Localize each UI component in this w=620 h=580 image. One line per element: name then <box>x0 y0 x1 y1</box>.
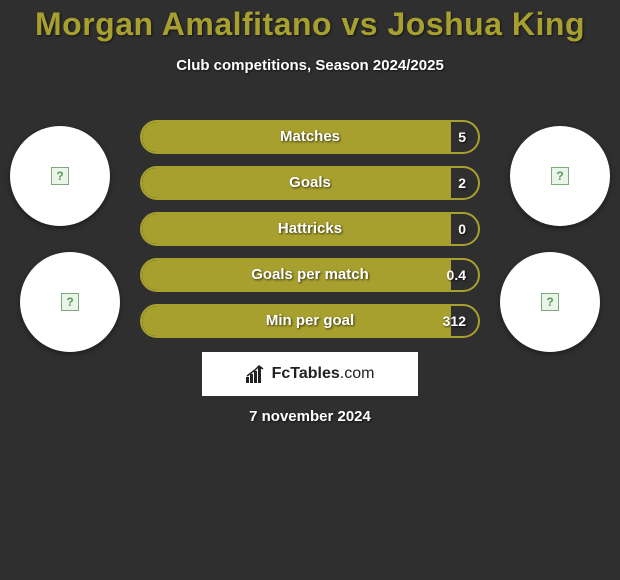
brand-light: .com <box>340 365 375 382</box>
avatar-left-bottom: ? <box>20 252 120 352</box>
avatar-right-top: ? <box>510 126 610 226</box>
subtitle: Club competitions, Season 2024/2025 <box>0 57 620 74</box>
stat-row: Goals 2 <box>140 166 480 200</box>
stat-row: Goals per match 0.4 <box>140 258 480 292</box>
stat-value: 0 <box>458 214 466 244</box>
broken-image-icon: ? <box>551 167 569 185</box>
brand-box: FcTables.com <box>202 352 418 396</box>
stat-row: Matches 5 <box>140 120 480 154</box>
avatar-left-top: ? <box>10 126 110 226</box>
date: 7 november 2024 <box>0 408 620 425</box>
stat-row: Min per goal 312 <box>140 304 480 338</box>
chart-icon <box>246 365 266 383</box>
stat-label: Goals per match <box>142 260 478 290</box>
brand-text: FcTables.com <box>272 365 375 383</box>
stat-label: Goals <box>142 168 478 198</box>
stat-value: 5 <box>458 122 466 152</box>
stat-label: Matches <box>142 122 478 152</box>
stat-value: 2 <box>458 168 466 198</box>
broken-image-icon: ? <box>51 167 69 185</box>
stat-label: Hattricks <box>142 214 478 244</box>
stat-row: Hattricks 0 <box>140 212 480 246</box>
page-title: Morgan Amalfitano vs Joshua King <box>0 0 620 43</box>
brand-strong: FcTables <box>272 365 340 382</box>
stat-value: 0.4 <box>447 260 466 290</box>
stat-label: Min per goal <box>142 306 478 336</box>
stats-container: Matches 5 Goals 2 Hattricks 0 Goals per … <box>140 120 480 350</box>
broken-image-icon: ? <box>541 293 559 311</box>
avatar-right-bottom: ? <box>500 252 600 352</box>
broken-image-icon: ? <box>61 293 79 311</box>
stat-value: 312 <box>443 306 466 336</box>
